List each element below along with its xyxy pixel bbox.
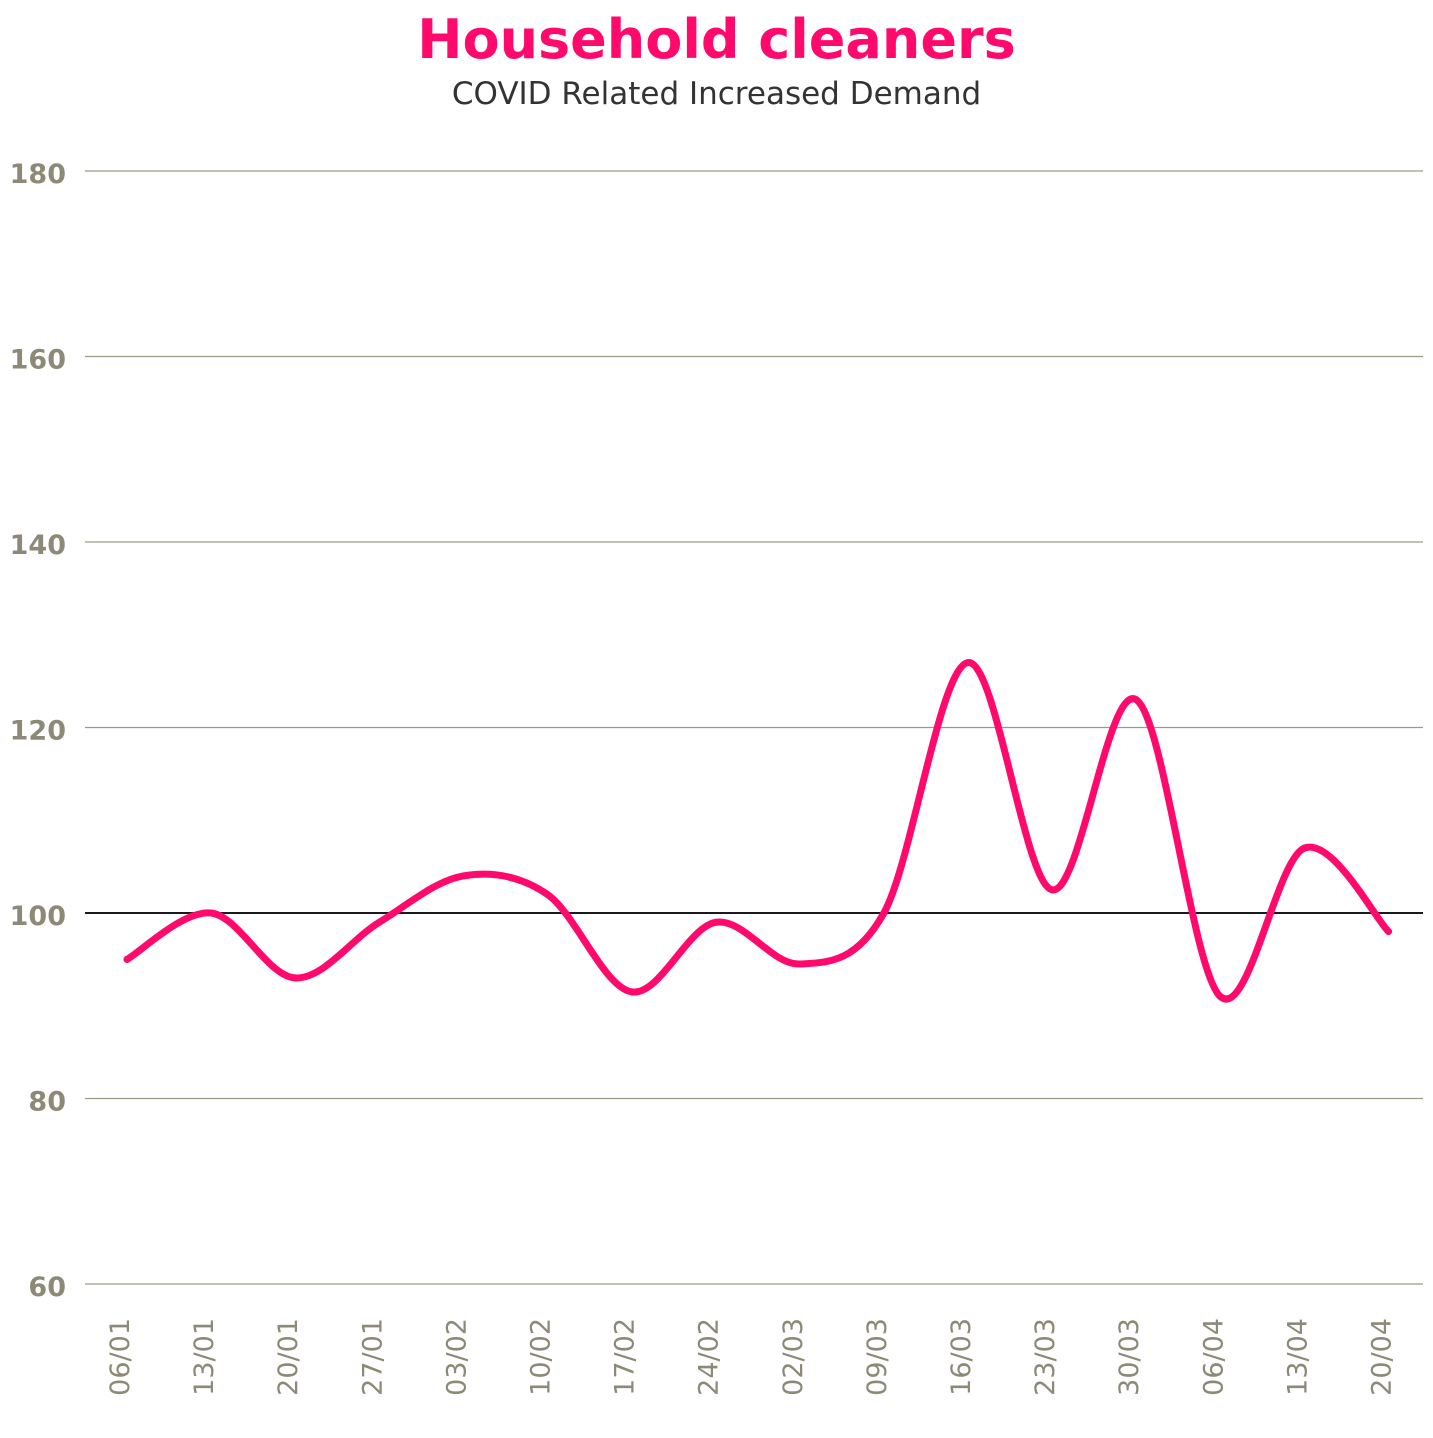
y-tick-label: 160 xyxy=(10,345,66,376)
x-tick-label: 24/02 xyxy=(694,1318,725,1396)
data-point xyxy=(291,974,299,982)
data-point xyxy=(1385,928,1392,936)
data-point xyxy=(207,909,215,917)
x-tick-label: 03/02 xyxy=(441,1318,472,1396)
series-line-0 xyxy=(123,659,1392,1003)
x-tick-label: 20/01 xyxy=(273,1318,304,1396)
y-tick-label: 120 xyxy=(10,716,66,747)
chart-title: Household cleaners xyxy=(417,8,1016,71)
x-tick-label: 06/04 xyxy=(1198,1318,1229,1396)
data-point xyxy=(1048,886,1056,894)
y-tick-label: 100 xyxy=(10,901,66,932)
data-point xyxy=(123,955,131,963)
x-tick-label: 27/01 xyxy=(357,1318,388,1396)
x-tick-label: 17/02 xyxy=(610,1318,641,1396)
data-point xyxy=(1216,992,1224,1000)
data-point xyxy=(1300,844,1308,852)
data-point xyxy=(544,890,551,898)
x-tick-label: 23/03 xyxy=(1030,1318,1061,1396)
data-point xyxy=(796,960,804,968)
y-tick-label: 80 xyxy=(28,1087,66,1118)
y-tick-label: 140 xyxy=(10,530,66,561)
x-tick-label: 02/03 xyxy=(778,1318,809,1396)
x-axis-ticks: 06/01 13/01 20/01 27/01 03/02 10/02 17/02 24/02… xyxy=(105,1318,1398,1396)
y-tick-label: 180 xyxy=(10,159,66,190)
x-tick-label: 30/03 xyxy=(1114,1318,1145,1396)
x-tick-label: 09/03 xyxy=(862,1318,893,1396)
x-tick-label: 13/01 xyxy=(189,1318,220,1396)
data-point xyxy=(964,659,972,667)
x-tick-label: 20/04 xyxy=(1367,1318,1398,1396)
x-tick-label: 16/03 xyxy=(946,1318,977,1396)
x-tick-label: 10/02 xyxy=(526,1318,557,1396)
data-point xyxy=(712,918,720,926)
x-tick-label: 06/01 xyxy=(105,1318,136,1396)
series-layer xyxy=(123,659,1392,1003)
data-point xyxy=(459,872,467,880)
grid-lines xyxy=(85,170,1423,1285)
data-point xyxy=(880,909,888,917)
y-tick-label: 60 xyxy=(28,1272,66,1303)
y-axis-ticks: 60 80 100 120 140 160 180 xyxy=(10,159,66,1303)
chart-subtitle: COVID Related Increased Demand xyxy=(451,76,982,112)
data-point xyxy=(1132,696,1140,704)
data-point xyxy=(375,918,383,926)
x-tick-label: 13/04 xyxy=(1282,1318,1313,1396)
data-point xyxy=(628,988,636,996)
